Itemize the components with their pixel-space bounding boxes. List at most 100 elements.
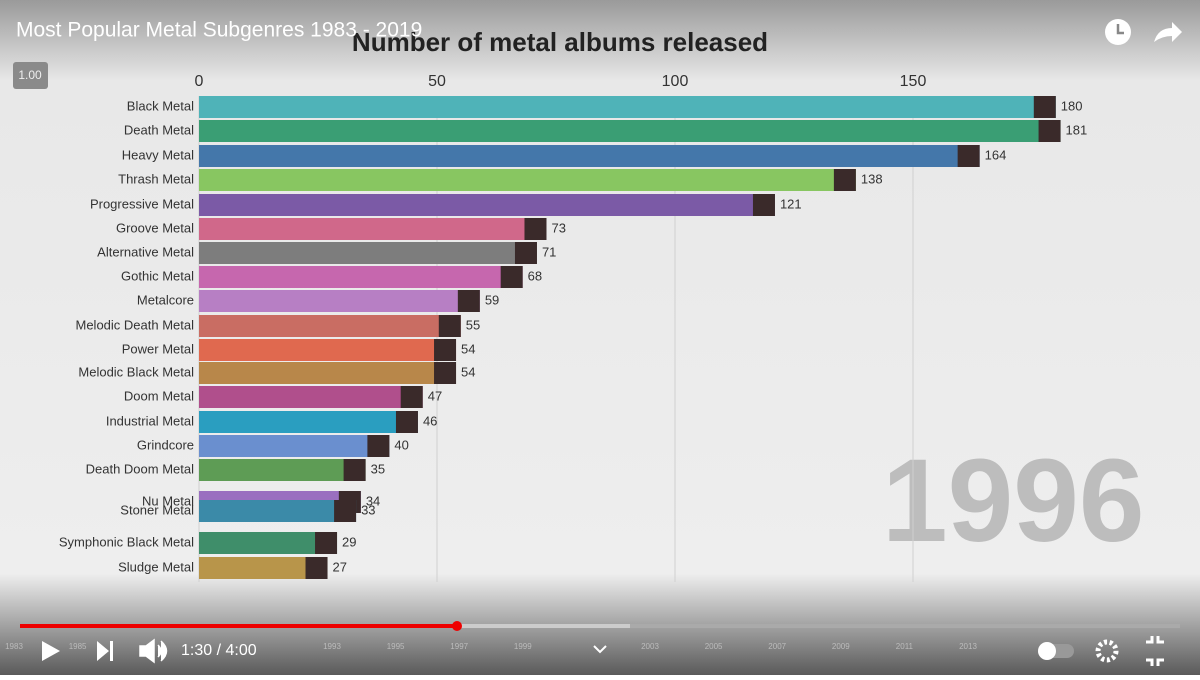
timeline-year: 1983 <box>5 642 23 651</box>
share-icon[interactable] <box>1154 22 1182 42</box>
timeline-year: 2005 <box>705 642 723 651</box>
category-label: Death Doom Metal <box>86 461 194 476</box>
category-label: Groove Metal <box>116 220 194 235</box>
video-title[interactable]: Most Popular Metal Subgenres 1983 - 2019 <box>16 19 422 42</box>
album-thumbnail <box>457 290 480 312</box>
timeline-year: 1997 <box>450 642 468 651</box>
value-label: 34 <box>366 493 380 508</box>
bar <box>199 435 390 457</box>
category-label: Gothic Metal <box>121 268 194 283</box>
bar <box>199 218 547 240</box>
x-tick-label: 0 <box>195 73 204 90</box>
album-thumbnail <box>334 500 357 522</box>
bar <box>199 386 423 408</box>
timeline-year: 2007 <box>768 642 786 651</box>
bar <box>199 532 338 554</box>
bar <box>199 459 366 481</box>
value-label: 35 <box>371 461 385 476</box>
category-label: Sludge Metal <box>118 559 194 574</box>
bar <box>199 315 461 337</box>
album-thumbnail <box>1038 120 1061 142</box>
album-thumbnail <box>367 435 390 457</box>
category-label: Nu Metal <box>142 493 194 508</box>
value-label: 29 <box>342 534 356 549</box>
x-tick-label: 50 <box>428 73 446 90</box>
fullscreen-exit[interactable] <box>1146 636 1164 666</box>
album-thumbnail <box>395 411 418 433</box>
category-label: Heavy Metal <box>122 147 194 162</box>
album-thumbnail <box>305 557 328 579</box>
value-label: 47 <box>428 388 442 403</box>
value-label: 54 <box>461 364 475 379</box>
play-button[interactable] <box>42 641 60 661</box>
player-controls: 1:30 / 4:00 1983 1985 1993 1995 1997 1999 2003… <box>5 621 1180 666</box>
bar <box>199 290 480 312</box>
value-label: 71 <box>542 244 556 259</box>
category-label: Progressive Metal <box>90 196 194 211</box>
bar <box>199 169 856 191</box>
album-thumbnail <box>1033 96 1056 118</box>
category-label: Industrial Metal <box>106 413 194 428</box>
category-label: Stoner Metal <box>120 502 194 517</box>
category-label: Death Metal <box>124 122 194 137</box>
category-label: Alternative Metal <box>97 244 194 259</box>
timeline-year: 1999 <box>514 642 532 651</box>
album-thumbnail <box>400 386 423 408</box>
album-thumbnail <box>833 169 856 191</box>
bar <box>199 557 328 579</box>
autoplay-toggle[interactable] <box>1038 642 1074 660</box>
bar <box>199 411 418 433</box>
x-tick-label: 100 <box>662 73 689 90</box>
timeline-year: 1985 <box>69 642 87 651</box>
chart: 0 50 100 150 Black Metal 180 Death Metal 181 Hea… <box>59 73 1087 582</box>
category-label: Grindcore <box>137 437 194 452</box>
bar <box>199 145 980 167</box>
bar <box>199 500 357 522</box>
album-thumbnail <box>438 315 461 337</box>
category-label: Thrash Metal <box>118 171 194 186</box>
value-label: 59 <box>485 292 499 307</box>
bar <box>199 120 1061 142</box>
album-thumbnail <box>434 339 457 361</box>
album-thumbnail <box>514 242 537 264</box>
category-label: Power Metal <box>122 341 194 356</box>
category-label: Doom Metal <box>124 388 194 403</box>
speed-badge <box>13 62 48 89</box>
album-thumbnail <box>752 194 775 216</box>
bar <box>199 266 523 288</box>
album-thumbnail <box>343 459 366 481</box>
timeline-year: 1995 <box>387 642 405 651</box>
time-display: 1:30 / 4:00 <box>181 642 257 659</box>
bar <box>199 242 537 264</box>
value-label: 55 <box>466 317 480 332</box>
value-label: 27 <box>333 559 347 574</box>
album-thumbnail <box>434 362 457 384</box>
next-button[interactable] <box>97 641 113 661</box>
value-label: 54 <box>461 341 475 356</box>
progress-bar <box>20 624 457 628</box>
settings-button[interactable] <box>1095 639 1119 663</box>
scrubber[interactable] <box>452 621 462 631</box>
timeline-year: 2013 <box>959 642 977 651</box>
bar <box>199 362 457 384</box>
watch-later-icon[interactable] <box>1105 19 1131 45</box>
chart-title: Number of metal albums released <box>352 27 768 57</box>
album-thumbnail <box>957 145 980 167</box>
category-label: Melodic Black Metal <box>78 364 194 379</box>
value-label: 180 <box>1061 98 1083 113</box>
speed-label: 1.00 <box>18 68 42 82</box>
value-label: 138 <box>861 171 883 186</box>
volume-button[interactable] <box>139 638 168 664</box>
value-label: 68 <box>528 268 542 283</box>
album-thumbnail <box>500 266 523 288</box>
chapter-chevron[interactable] <box>593 645 607 654</box>
year-watermark: 1996 <box>882 435 1145 567</box>
value-label: 46 <box>423 413 437 428</box>
x-tick-label: 150 <box>900 73 927 90</box>
timeline-year: 2011 <box>896 642 914 651</box>
bar <box>199 96 1056 118</box>
value-label: 164 <box>985 147 1007 162</box>
bar <box>199 194 775 216</box>
value-label: 181 <box>1066 122 1088 137</box>
